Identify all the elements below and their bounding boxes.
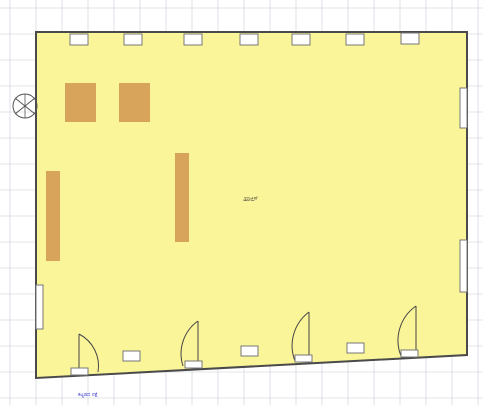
window-left-1 — [35, 284, 44, 330]
window-top-6 — [345, 33, 365, 46]
furniture-block-1 — [65, 83, 96, 122]
bottom-windows — [70, 342, 419, 376]
window-top-5 — [291, 33, 311, 46]
furniture — [46, 83, 189, 261]
top-windows — [69, 32, 420, 46]
furniture-block-2 — [119, 83, 150, 122]
plan-caption: ಕಟ್ಟಡದ ನಕ್ಷೆ — [78, 392, 98, 398]
door-3 — [291, 311, 310, 362]
window-bottom-6 — [294, 354, 313, 363]
window-top-3 — [183, 33, 203, 46]
window-top-4 — [239, 33, 259, 46]
bottom-doors — [78, 305, 417, 373]
window-right-2 — [459, 239, 468, 293]
window-bottom-2 — [240, 345, 259, 357]
window-bottom-3 — [346, 342, 365, 354]
window-right-1 — [459, 87, 468, 129]
window-top-2 — [123, 33, 143, 46]
room-label: ಹಾಲ್ — [243, 195, 259, 203]
door-4 — [397, 305, 417, 357]
furniture-block-4 — [175, 153, 189, 242]
door-1 — [78, 333, 99, 373]
window-bottom-1 — [122, 350, 141, 362]
furniture-block-3 — [46, 171, 60, 261]
window-bottom-5 — [184, 360, 203, 369]
window-top-7 — [400, 32, 420, 45]
window-top-1 — [69, 33, 89, 46]
window-bottom-4 — [70, 367, 89, 376]
window-bottom-7 — [400, 349, 419, 358]
right-windows — [459, 87, 468, 293]
fan-icon — [12, 93, 38, 119]
door-2 — [180, 320, 199, 367]
room-floor — [35, 31, 468, 380]
